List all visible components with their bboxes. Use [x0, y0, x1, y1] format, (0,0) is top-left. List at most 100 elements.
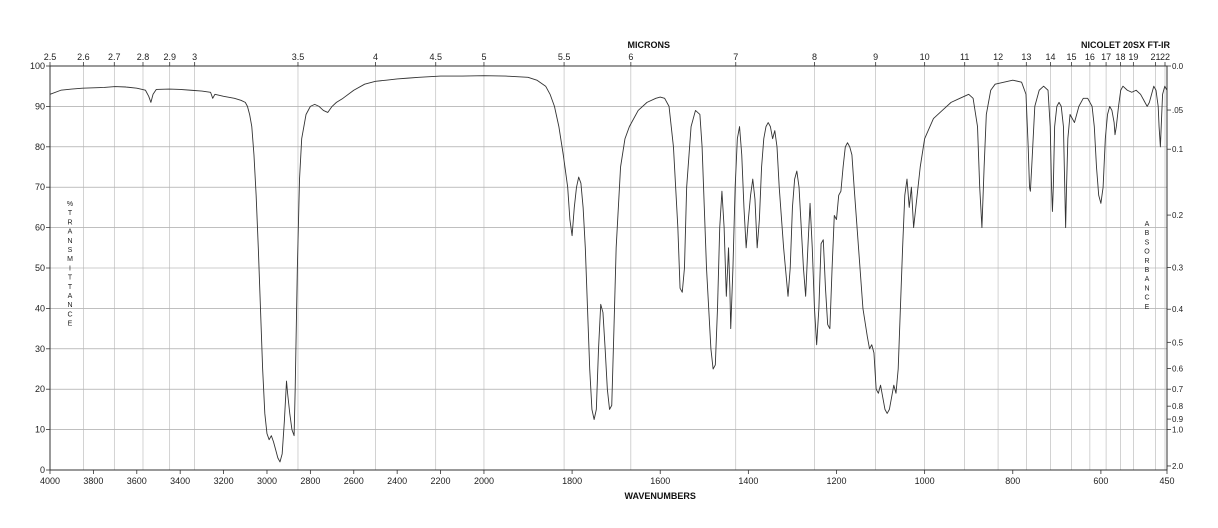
micron-tick-label: 15: [1067, 52, 1077, 62]
micron-tick-label: 5.5: [558, 52, 571, 62]
x-tick-label: 2600: [344, 476, 364, 486]
axis-title-char: N: [67, 238, 72, 245]
absorbance-tick-label: 0.8: [1172, 402, 1184, 411]
x-tick-label: 600: [1093, 476, 1108, 486]
x-tick-label: 1400: [738, 476, 758, 486]
x-tick-label: 3200: [214, 476, 234, 486]
micron-tick-label: 17: [1101, 52, 1111, 62]
x-tick-label: 1800: [562, 476, 582, 486]
x-tick-label: 1000: [915, 476, 935, 486]
axis-title-char: T: [68, 210, 73, 217]
y-tick-label: 10: [35, 425, 45, 435]
absorbance-tick-label: 0.3: [1172, 264, 1184, 273]
micron-tick-label: 3.5: [292, 52, 305, 62]
axis-title-char: S: [68, 247, 73, 254]
axis-title-char: S: [1145, 239, 1150, 246]
absorbance-tick-label: 1.0: [1172, 426, 1184, 435]
axis-title-char: R: [1144, 258, 1149, 265]
absorbance-tick-label: 0.9: [1172, 415, 1184, 424]
micron-tick-label: 2.9: [163, 52, 176, 62]
x-tick-label: 800: [1005, 476, 1020, 486]
micron-tick-label: 3: [192, 52, 197, 62]
axis-title-char: T: [68, 275, 73, 282]
absorbance-tick-label: 2.0: [1172, 462, 1184, 471]
microns-axis-title: MICRONS: [628, 40, 671, 50]
absorbance-tick-label: 0.0: [1172, 62, 1184, 71]
micron-tick-label: 9: [873, 52, 878, 62]
y-tick-label: 80: [35, 142, 45, 152]
axis-title-char: M: [67, 256, 73, 263]
micron-tick-label: 19: [1128, 52, 1138, 62]
micron-tick-label: 6: [628, 52, 633, 62]
absorbance-tick-label: .05: [1172, 106, 1184, 115]
spectrum-line: [49, 75, 1168, 463]
x-axis-title: WAVENUMBERS: [625, 491, 696, 501]
absorbance-tick-label: 0.4: [1172, 305, 1184, 314]
y-tick-label: 30: [35, 344, 45, 354]
axis-title-char: N: [1144, 285, 1149, 292]
axis-title-char: C: [67, 311, 72, 318]
absorbance-tick-label: 0.7: [1172, 385, 1184, 394]
axis-title-char: %: [67, 201, 73, 208]
y-tick-label: 60: [35, 223, 45, 233]
x-tick-label: 3600: [127, 476, 147, 486]
axis-title-char: I: [69, 265, 71, 272]
x-tick-label: 2200: [431, 476, 451, 486]
x-tick-label: 2400: [387, 476, 407, 486]
x-tick-label: 2800: [300, 476, 320, 486]
x-tick-label: 3000: [257, 476, 277, 486]
y-tick-label: 40: [35, 303, 45, 313]
micron-tick-label: 7: [733, 52, 738, 62]
micron-tick-label: 16: [1085, 52, 1095, 62]
axis-title-char: A: [68, 293, 73, 300]
axis-title-char: C: [1144, 295, 1149, 302]
x-tick-label: 2000: [474, 476, 494, 486]
axis-title-char: A: [68, 229, 73, 236]
micron-tick-label: 10: [920, 52, 930, 62]
x-tick-label: 1200: [826, 476, 846, 486]
x-tick-label: 3800: [83, 476, 103, 486]
micron-tick-label: 2.8: [137, 52, 150, 62]
axis-title-char: B: [1145, 267, 1150, 274]
micron-tick-label: 22: [1160, 52, 1170, 62]
axis-title-char: A: [1145, 276, 1150, 283]
y-tick-label: 50: [35, 263, 45, 273]
micron-tick-label: 5: [481, 52, 486, 62]
y-tick-label: 20: [35, 384, 45, 394]
axis-title-char: R: [67, 219, 72, 226]
absorbance-tick-label: 0.6: [1172, 365, 1184, 374]
micron-tick-label: 4.5: [429, 52, 442, 62]
micron-axis: 2.5 2.6 2.7 2.8 2.9 3 3.5 4 4.5 5 5.5 6 7 8 9 10 11 12 13 1…: [44, 52, 1170, 66]
y-tick-label: 70: [35, 182, 45, 192]
x-tick-label: 3400: [170, 476, 190, 486]
axis-title-char: A: [1145, 221, 1150, 228]
micron-tick-label: 8: [812, 52, 817, 62]
micron-tick-label: 2.5: [44, 52, 57, 62]
axis-title-char: E: [68, 321, 73, 328]
micron-tick-label: 13: [1021, 52, 1031, 62]
y-tick-label: 90: [35, 101, 45, 111]
transmittance-axis: 0 10 20 30 40 50 60 70 80 90 100: [30, 61, 50, 475]
micron-tick-label: 2.7: [108, 52, 121, 62]
micron-tick-label: 14: [1046, 52, 1056, 62]
y-tick-label: 0: [40, 465, 45, 475]
micron-tick-label: 11: [960, 52, 969, 62]
axis-title-char: B: [1145, 230, 1150, 237]
axis-title-char: T: [68, 284, 73, 291]
micron-tick-label: 21: [1150, 52, 1160, 62]
axis-title-char: O: [1144, 249, 1150, 256]
axis-title-char: N: [67, 302, 72, 309]
absorbance-axis: 0.0 .05 0.1 0.2 0.3 0.4 0.5 0.6 0.7 0.8 0.9 1.0 2.0: [1167, 62, 1184, 471]
absorbance-tick-label: 0.2: [1172, 211, 1184, 220]
micron-tick-label: 4: [373, 52, 378, 62]
x-tick-label: 450: [1159, 476, 1174, 486]
micron-tick-label: 12: [993, 52, 1003, 62]
micron-tick-label: 18: [1115, 52, 1125, 62]
absorbance-tick-label: 0.1: [1172, 145, 1184, 154]
y-tick-label: 100: [30, 61, 45, 71]
absorbance-tick-label: 0.5: [1172, 338, 1184, 347]
x-tick-label: 4000: [40, 476, 60, 486]
